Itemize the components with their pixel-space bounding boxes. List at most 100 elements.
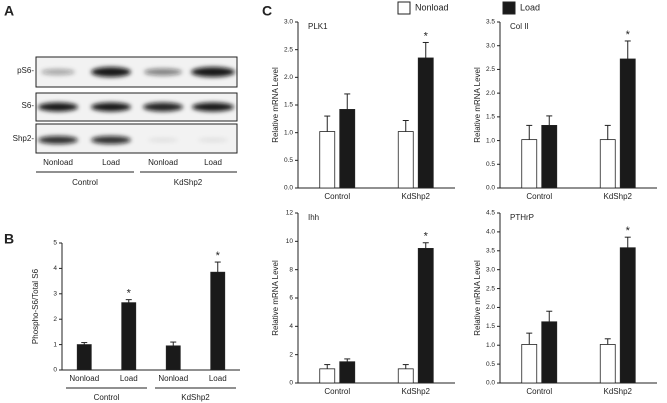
y-tick-label: 2.5 bbox=[486, 66, 495, 73]
y-tick-label: 2.0 bbox=[486, 90, 495, 97]
legend-label: Nonload bbox=[415, 2, 449, 12]
y-tick-label: 0 bbox=[53, 367, 57, 374]
y-tick-label: 2.5 bbox=[486, 285, 495, 292]
group-label: Control bbox=[72, 178, 98, 187]
y-tick-label: 1 bbox=[53, 341, 57, 348]
bar bbox=[619, 58, 636, 189]
significance: * bbox=[626, 225, 631, 237]
group-label: KdShp2 bbox=[174, 178, 203, 187]
significance: * bbox=[626, 29, 631, 41]
y-axis-label: Relative mRNA Level bbox=[271, 260, 280, 336]
chart-title: Col II bbox=[510, 22, 529, 31]
y-tick-label: 3 bbox=[53, 291, 57, 298]
y-tick-label: 1.0 bbox=[486, 342, 495, 349]
y-tick-label: 3.5 bbox=[486, 19, 495, 26]
bar bbox=[417, 248, 434, 384]
y-tick-label: 1.0 bbox=[486, 137, 495, 144]
y-tick-label: 0.5 bbox=[486, 361, 495, 368]
bar bbox=[121, 302, 137, 371]
y-tick-label: 4 bbox=[289, 323, 293, 330]
significance: * bbox=[216, 250, 221, 262]
group-label: Control bbox=[94, 393, 120, 402]
y-tick-label: 6 bbox=[289, 295, 293, 302]
x-tick-label: Load bbox=[209, 374, 227, 383]
y-tick-label: 3.0 bbox=[486, 266, 495, 273]
legend-swatch bbox=[397, 1, 411, 15]
bar bbox=[521, 344, 538, 384]
bar bbox=[417, 57, 434, 189]
bar bbox=[599, 139, 616, 189]
bar bbox=[319, 131, 336, 189]
y-tick-label: 4.0 bbox=[486, 229, 495, 236]
bar bbox=[76, 344, 92, 371]
x-tick-label: Nonload bbox=[69, 374, 99, 383]
panel-label: B bbox=[4, 231, 14, 247]
x-tick-label: Nonload bbox=[158, 374, 188, 383]
y-axis-label: Phospho-S6/Total S6 bbox=[31, 268, 40, 344]
group-label: KdShp2 bbox=[181, 393, 210, 402]
y-tick-label: 3.0 bbox=[486, 42, 495, 49]
y-tick-label: 2 bbox=[53, 316, 57, 323]
bar bbox=[397, 131, 414, 189]
y-tick-label: 3.0 bbox=[284, 19, 293, 26]
x-tick-label: Control bbox=[324, 387, 350, 396]
y-tick-label: 1.0 bbox=[284, 129, 293, 136]
y-tick-label: 2.5 bbox=[284, 46, 293, 53]
bar bbox=[521, 139, 538, 189]
blot: pS6- S6- Shp2- Nonload Load Nonload Load… bbox=[13, 56, 238, 187]
x-tick-label: Control bbox=[526, 387, 552, 396]
legend-label: Load bbox=[520, 2, 540, 12]
y-tick-label: 3.5 bbox=[486, 247, 495, 254]
y-tick-label: 0.0 bbox=[284, 185, 293, 192]
blot-row-label: Shp2- bbox=[13, 134, 35, 143]
panel-label: C bbox=[262, 3, 272, 19]
bar bbox=[165, 345, 181, 371]
y-tick-label: 1.5 bbox=[284, 102, 293, 109]
bar bbox=[541, 124, 558, 189]
y-tick-label: 1.5 bbox=[486, 114, 495, 121]
x-tick-label: Control bbox=[324, 192, 350, 201]
y-tick-label: 2.0 bbox=[284, 74, 293, 81]
y-tick-label: 5 bbox=[53, 240, 57, 247]
panel-label: A bbox=[4, 3, 14, 19]
y-axis-label: Relative mRNA Level bbox=[271, 67, 280, 143]
y-tick-label: 8 bbox=[289, 266, 293, 273]
x-tick-label: Control bbox=[526, 192, 552, 201]
bar bbox=[339, 109, 356, 189]
y-tick-label: 0.5 bbox=[284, 157, 293, 164]
y-tick-label: 4.5 bbox=[486, 210, 495, 217]
blot-row-label: S6- bbox=[22, 101, 35, 110]
y-tick-label: 1.5 bbox=[486, 323, 495, 330]
y-tick-label: 2 bbox=[289, 351, 293, 358]
bar bbox=[210, 271, 226, 371]
bar bbox=[599, 344, 616, 384]
y-tick-label: 4 bbox=[53, 265, 57, 272]
blot-row-label: pS6- bbox=[17, 66, 34, 75]
significance: * bbox=[127, 288, 132, 300]
bar bbox=[541, 321, 558, 384]
x-tick-label: KdShp2 bbox=[604, 192, 633, 201]
bar bbox=[619, 247, 636, 384]
significance: * bbox=[424, 231, 429, 243]
lane-label: Nonload bbox=[43, 158, 73, 167]
bar bbox=[397, 368, 414, 384]
y-tick-label: 0 bbox=[289, 380, 293, 387]
x-tick-label: KdShp2 bbox=[402, 387, 431, 396]
bar bbox=[339, 361, 356, 384]
lane-label: Load bbox=[204, 158, 222, 167]
x-tick-label: KdShp2 bbox=[402, 192, 431, 201]
x-tick-label: KdShp2 bbox=[604, 387, 633, 396]
y-tick-label: 0.5 bbox=[486, 161, 495, 168]
y-tick-label: 12 bbox=[286, 210, 294, 217]
y-axis-label: Relative mRNA Level bbox=[473, 67, 482, 143]
y-tick-label: 10 bbox=[286, 238, 294, 245]
y-tick-label: 0.0 bbox=[486, 185, 495, 192]
bar bbox=[319, 368, 336, 384]
y-tick-label: 0.0 bbox=[486, 380, 495, 387]
chart-title: PTHrP bbox=[510, 213, 534, 222]
legend-swatch bbox=[502, 1, 516, 15]
lane-label: Nonload bbox=[148, 158, 178, 167]
chart-title: PLK1 bbox=[308, 22, 328, 31]
x-tick-label: Load bbox=[120, 374, 138, 383]
